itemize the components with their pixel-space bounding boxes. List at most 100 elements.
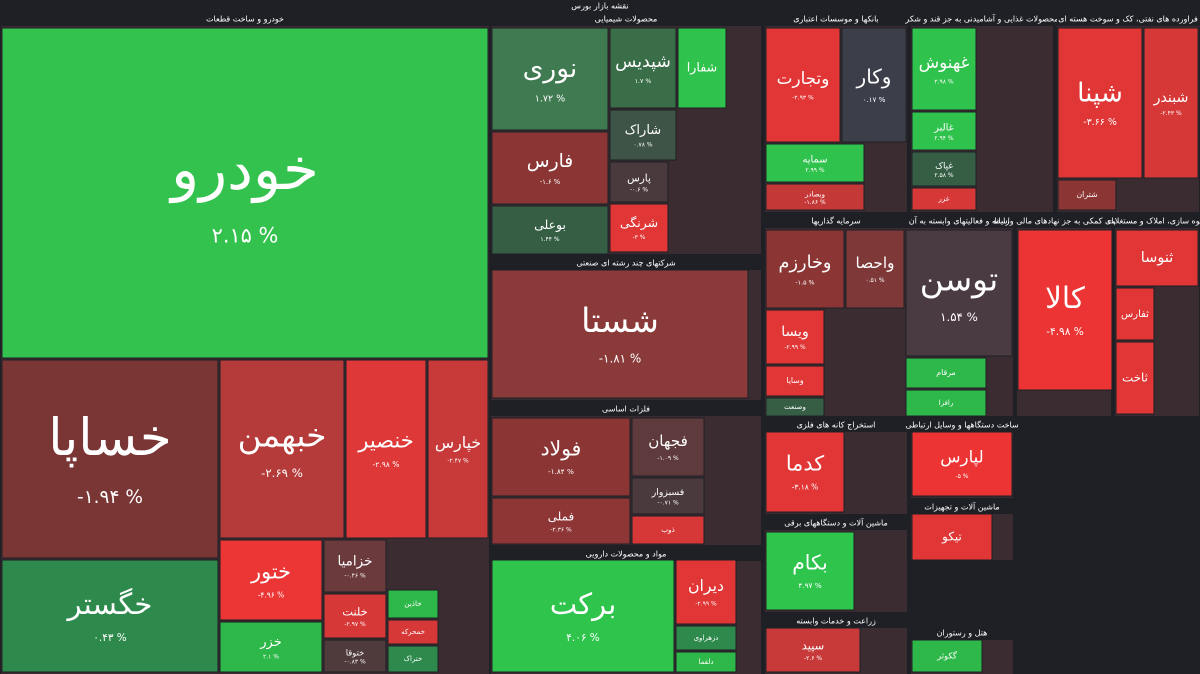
- tile-change: -۲.۹۸ %: [373, 460, 400, 469]
- sector-header: [491, 256, 761, 270]
- sector-header: [765, 418, 907, 432]
- tile: [905, 229, 1013, 357]
- tile: [911, 151, 977, 187]
- tile: [387, 619, 439, 645]
- tile: [323, 539, 387, 593]
- tile: [845, 229, 905, 309]
- tile-change: ۲.۵۸ %: [934, 172, 953, 179]
- tile: [427, 359, 489, 539]
- tile: [345, 359, 427, 539]
- tile: [905, 357, 987, 389]
- tile-change: -۱.۰۹ %: [657, 455, 679, 462]
- tile-name: کالا: [1045, 281, 1085, 315]
- sector-label: رایانه و فعالیتهای وابسته به آن: [909, 216, 1010, 226]
- tile-name: خنصير: [357, 428, 414, 453]
- tile-change: -۱.۸۱ %: [599, 351, 642, 365]
- tile-change: -۲.۹۷ %: [344, 621, 366, 628]
- tile: [841, 27, 907, 143]
- tile-name: بوعلی: [534, 217, 566, 233]
- tile: [609, 161, 669, 203]
- tile-name: شبندر: [1153, 90, 1189, 106]
- tile: [609, 27, 677, 109]
- tile-change: ۱.۷ %: [635, 78, 652, 85]
- tile-name: خساپا: [48, 408, 171, 468]
- tile-name: خودرو: [168, 135, 319, 204]
- tile: [631, 477, 705, 515]
- tile: [765, 365, 825, 397]
- sector-label: محصولات شیمیایی: [595, 15, 658, 24]
- tile-change: -۱.۵ %: [795, 278, 814, 286]
- tile-name: شپدیس: [615, 52, 671, 72]
- tile: [911, 27, 977, 111]
- tile: [675, 651, 737, 673]
- tile-change: ۰.۵۱ %: [865, 277, 884, 284]
- tile-change: ۲.۱۵ %: [212, 224, 279, 248]
- tile: [765, 531, 855, 611]
- tile: [1, 359, 219, 559]
- tile-change: ۱.۷۲ %: [535, 93, 565, 104]
- tile: [765, 183, 865, 211]
- tile-name: غالبر: [933, 123, 954, 134]
- tile-name: خمحرکه: [401, 628, 425, 636]
- sector-label: هتل و رستوران: [937, 629, 988, 638]
- tile: [1115, 229, 1199, 287]
- chart-title: نقشه بازار بورس: [571, 2, 628, 11]
- tile: [1115, 287, 1155, 341]
- sector-label: محصولات غذایی و آشامیدنی به جز قند و شکر: [904, 14, 1058, 24]
- tile-change: -۲.۴۳ %: [1160, 110, 1182, 117]
- tile-change: -۲.۶ %: [804, 655, 822, 662]
- tile: [765, 397, 825, 417]
- tile: [765, 431, 845, 513]
- sector-label: شرکتهای چند رشته ای صنعتی: [576, 259, 676, 268]
- tile-change: -۴.۹۸ %: [1046, 326, 1084, 338]
- tile: [911, 187, 977, 211]
- tile: [323, 593, 387, 639]
- tile: [387, 589, 439, 619]
- tile-name: فملی: [548, 509, 575, 523]
- tile-change: -۰.۴۶ %: [344, 573, 366, 580]
- tile-change: -۵ %: [956, 473, 969, 480]
- tile-name: کدما: [786, 452, 824, 476]
- tile: [491, 131, 609, 205]
- tile-name: توسن: [920, 261, 998, 299]
- tile-name: فجهان: [648, 432, 688, 450]
- tile-name: غهنوش: [919, 52, 970, 73]
- tile: [765, 143, 865, 183]
- tile-change: ۴.۹۷ %: [798, 581, 821, 590]
- tile-name: پارس: [627, 172, 651, 184]
- tile-name: دیران: [688, 576, 724, 596]
- tile-change: ۲.۹۹ %: [805, 167, 824, 174]
- sector-label: ماشین آلات و دستگاههای برقی: [784, 518, 888, 528]
- sector-header: [1017, 214, 1111, 228]
- tile: [675, 625, 737, 651]
- sector-header: [491, 12, 761, 26]
- tile-change: -۰.۶ %: [630, 186, 648, 193]
- tile-name: فسبزوار: [651, 487, 684, 498]
- sector-label: ماشین آلات و تجهیزات: [924, 502, 999, 512]
- tile-name: دلقما: [699, 658, 714, 666]
- tile: [609, 203, 669, 253]
- tile-change: -۲.۴۷ %: [447, 457, 469, 464]
- tile-change: ۴.۰۶ %: [566, 632, 600, 644]
- tile-name: وبصادر: [804, 191, 825, 199]
- tile: [219, 621, 323, 673]
- tile-name: ثنوسا: [1141, 249, 1174, 266]
- tile-change: -۴.۹۶ %: [258, 591, 285, 600]
- tile-change: ۲.۹۸ %: [934, 79, 954, 86]
- sector-header: [1115, 214, 1199, 228]
- tile-change: ۲.۱ %: [263, 653, 279, 660]
- tile: [765, 627, 861, 673]
- tile-name: خبهمن: [238, 417, 327, 455]
- tile: [631, 417, 705, 477]
- sector-label: زراعت و خدمات وابسته: [796, 617, 876, 626]
- tile-name: شرنگی: [620, 215, 658, 231]
- tile-name: فارس: [527, 151, 574, 172]
- tile: [1057, 179, 1117, 211]
- tile: [323, 639, 387, 673]
- tile-name: وتجارت: [777, 68, 830, 88]
- tile-name: لپارس: [940, 448, 983, 468]
- tile-change: -۱.۸۴ %: [548, 467, 574, 476]
- tile-change: ۲.۹۴ %: [934, 135, 953, 142]
- tile: [905, 389, 987, 417]
